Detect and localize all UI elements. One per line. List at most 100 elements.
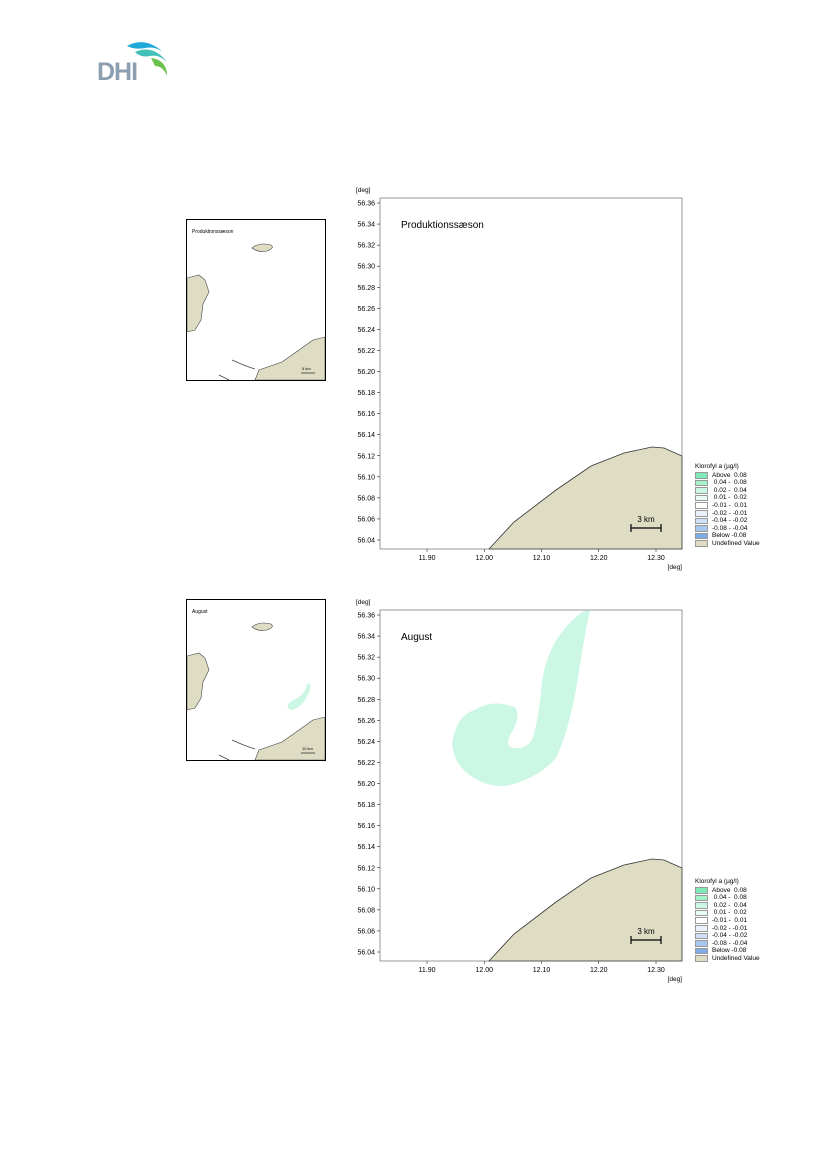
x-tick-label: 12.00 bbox=[475, 967, 493, 974]
y-tick-label: 56.26 bbox=[357, 718, 375, 725]
legend-label: 0.01 - 0.02 bbox=[712, 494, 747, 502]
x-tick-label: 12.10 bbox=[533, 555, 551, 562]
legend-label: Above 0.08 bbox=[712, 886, 747, 894]
legend-item: Undefined Value bbox=[695, 540, 760, 548]
legend-swatch bbox=[695, 917, 708, 925]
y-tick-label: 56.30 bbox=[357, 264, 375, 271]
y-tick-label: 56.18 bbox=[357, 390, 375, 397]
y-tick-label: 56.14 bbox=[357, 432, 375, 439]
legend-swatch bbox=[695, 947, 708, 955]
legend-label: -0.04 - -0.02 bbox=[712, 517, 748, 525]
legend-label: Undefined Value bbox=[712, 954, 760, 962]
legend-swatch bbox=[695, 540, 708, 548]
legend-1: Klorofyl a (µg/l) Above 0.08 0.04 - 0.08… bbox=[695, 463, 760, 548]
legend-item: -0.01 - 0.01 bbox=[695, 502, 760, 510]
legend-swatch bbox=[695, 510, 708, 517]
legend-swatch bbox=[695, 925, 708, 932]
legend-rows: Above 0.08 0.04 - 0.08 0.02 - 0.04 0.01 … bbox=[695, 472, 760, 548]
map-title: August bbox=[401, 632, 432, 643]
legend-swatch bbox=[695, 894, 708, 902]
y-tick-label: 56.22 bbox=[357, 760, 375, 767]
overview-map-2: August 10 km bbox=[186, 599, 326, 761]
legend-label: 0.02 - 0.04 bbox=[712, 486, 747, 494]
y-tick-label: 56.18 bbox=[357, 802, 375, 809]
y-tick-label: 56.20 bbox=[357, 369, 375, 376]
legend-label: Above 0.08 bbox=[712, 471, 747, 479]
legend-swatch bbox=[695, 532, 708, 540]
legend-swatch bbox=[695, 472, 708, 479]
legend-item: 0.04 - 0.08 bbox=[695, 479, 760, 487]
legend-swatch bbox=[695, 940, 708, 947]
legend-label: Undefined Value bbox=[712, 539, 760, 547]
x-axis-unit: [deg] bbox=[668, 564, 683, 571]
y-tick-label: 56.34 bbox=[357, 634, 375, 641]
plot-frame bbox=[379, 609, 683, 962]
legend-label: -0.04 - -0.02 bbox=[712, 932, 748, 940]
legend-item: Above 0.08 bbox=[695, 887, 760, 895]
y-tick-label: 56.08 bbox=[357, 495, 375, 502]
overview-coastline bbox=[187, 243, 325, 380]
x-tick-label: 11.90 bbox=[419, 555, 436, 562]
legend-item: Below -0.08 bbox=[695, 532, 760, 540]
logo-text: DHI bbox=[97, 58, 138, 86]
y-tick-label: 56.08 bbox=[357, 907, 375, 914]
legend-item: 0.01 - 0.02 bbox=[695, 494, 760, 502]
legend-item: -0.04 - -0.02 bbox=[695, 932, 760, 940]
legend-swatch bbox=[695, 902, 708, 909]
map-plot-2: [deg] 56.36 56.34 56.32 56.30 56.28 56.26 56.24… bbox=[356, 599, 683, 983]
legend-label: -0.08 - -0.04 bbox=[712, 524, 748, 532]
x-tick-label: 12.20 bbox=[590, 555, 608, 562]
legend-swatch bbox=[695, 909, 708, 917]
y-tick-label: 56.36 bbox=[357, 201, 375, 208]
y-tick-label: 56.28 bbox=[357, 697, 375, 704]
legend-label: Below -0.08 bbox=[712, 532, 747, 540]
scale-bar-label: 3 km bbox=[637, 927, 655, 936]
y-tick-label: 56.06 bbox=[357, 928, 375, 935]
legend-rows: Above 0.08 0.04 - 0.08 0.02 - 0.04 0.01 … bbox=[695, 887, 760, 963]
legend-title: Klorofyl a (µg/l) bbox=[695, 463, 739, 470]
y-tick-label: 56.04 bbox=[357, 538, 375, 545]
legend-label: -0.08 - -0.04 bbox=[712, 939, 748, 947]
y-tick-label: 56.10 bbox=[357, 474, 375, 481]
legend-item: 0.01 - 0.02 bbox=[695, 909, 760, 917]
legend-item: -0.08 - -0.04 bbox=[695, 940, 760, 948]
x-tick-label: 12.30 bbox=[647, 555, 665, 562]
legend-item: Undefined Value bbox=[695, 955, 760, 963]
legend-label: Below -0.08 bbox=[712, 947, 747, 955]
legend-item: -0.08 - -0.04 bbox=[695, 525, 760, 533]
legend-swatch bbox=[695, 494, 708, 502]
legend-label: -0.02 - -0.01 bbox=[712, 924, 748, 932]
legend-item: -0.02 - -0.01 bbox=[695, 925, 760, 933]
x-tick-label: 12.30 bbox=[647, 967, 665, 974]
legend-swatch bbox=[695, 955, 708, 963]
y-tick-label: 56.12 bbox=[357, 865, 375, 872]
legend-item: Below -0.08 bbox=[695, 947, 760, 955]
scale-bar-label: 3 km bbox=[637, 515, 655, 524]
x-tick-label: 12.10 bbox=[533, 967, 551, 974]
y-tick-label: 56.16 bbox=[357, 823, 375, 830]
map-title: Produktionssæson bbox=[401, 220, 484, 231]
y-tick-label: 56.32 bbox=[357, 655, 375, 662]
map-plot-1: [deg] 56.36 56.34 56.32 56.30 56.28 56.26 56.24… bbox=[356, 187, 683, 571]
y-tick-label: 56.24 bbox=[357, 739, 375, 746]
y-tick-label: 56.26 bbox=[357, 306, 375, 313]
legend-item: 0.02 - 0.04 bbox=[695, 902, 760, 910]
legend-label: 0.01 - 0.02 bbox=[712, 909, 747, 917]
y-tick-label: 56.06 bbox=[357, 516, 375, 523]
y-tick-label: 56.14 bbox=[357, 844, 375, 851]
legend-label: -0.01 - 0.01 bbox=[712, 501, 748, 509]
y-tick-label: 56.28 bbox=[357, 285, 375, 292]
legend-label: 0.04 - 0.08 bbox=[712, 894, 747, 902]
x-axis-unit: [deg] bbox=[668, 976, 683, 983]
y-tick-label: 56.12 bbox=[357, 453, 375, 460]
legend-item: -0.02 - -0.01 bbox=[695, 510, 760, 518]
map-panel-1: [deg] 56.36 56.34 56.32 56.30 56.28 56.26 56.24… bbox=[344, 186, 684, 576]
overview-coastline bbox=[187, 622, 325, 760]
y-tick-label: 56.22 bbox=[357, 348, 375, 355]
y-tick-label: 56.34 bbox=[357, 222, 375, 229]
legend-swatch bbox=[695, 887, 708, 894]
overview-scale-label: 5 km bbox=[302, 366, 311, 371]
legend-item: -0.04 - -0.02 bbox=[695, 517, 760, 525]
y-tick-label: 56.24 bbox=[357, 327, 375, 334]
y-tick-label: 56.20 bbox=[357, 781, 375, 788]
